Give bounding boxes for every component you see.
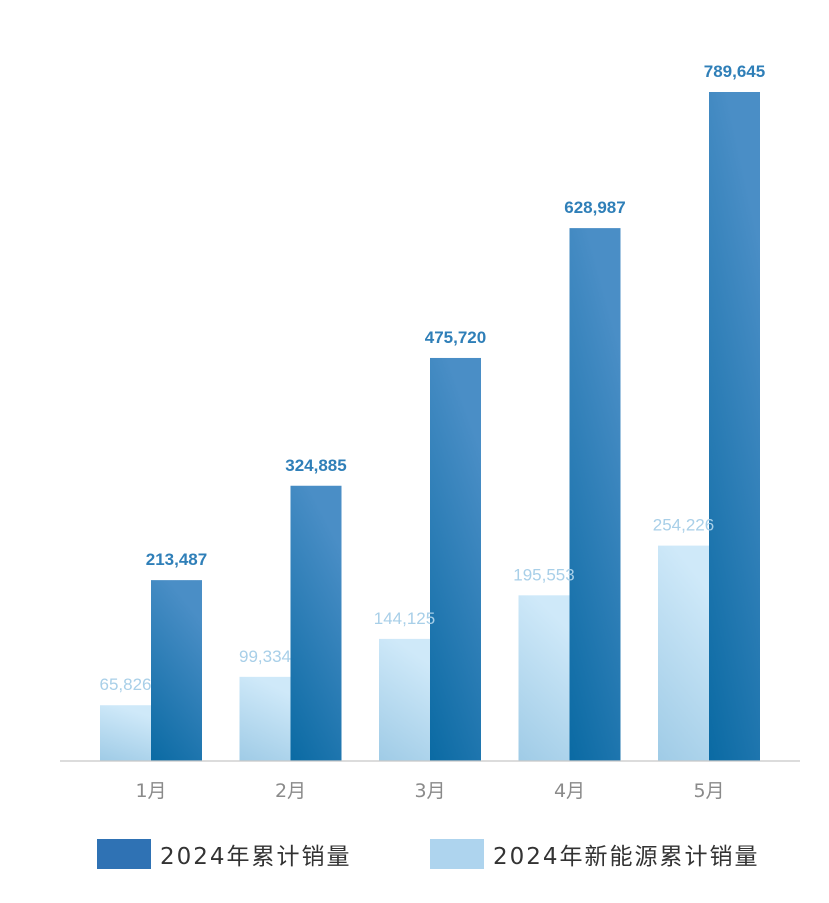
legend-swatch-nev bbox=[430, 839, 484, 869]
legend-swatch-total bbox=[97, 839, 151, 869]
bar-total-5 bbox=[709, 92, 760, 761]
value-label-total-5: 789,645 bbox=[704, 62, 765, 81]
x-tick-labels: 1月 2月 3月 4月 5月 bbox=[135, 780, 724, 802]
value-label-nev-2: 99,334 bbox=[239, 647, 291, 666]
value-label-total-3: 475,720 bbox=[425, 328, 486, 347]
value-label-total-1: 213,487 bbox=[146, 550, 207, 569]
x-tick-label-1: 1月 bbox=[135, 780, 166, 802]
value-label-total-4: 628,987 bbox=[564, 198, 625, 217]
value-labels-layer: 65,826 213,487 99,334 324,885 144,125 475,720… bbox=[100, 62, 766, 694]
bar-nev-2 bbox=[239, 676, 291, 761]
value-label-nev-3: 144,125 bbox=[374, 609, 435, 628]
value-label-nev-5: 254,226 bbox=[653, 516, 714, 535]
legend: 2024年累计销量 2024年新能源累计销量 bbox=[97, 839, 760, 870]
legend-label-nev: 2024年新能源累计销量 bbox=[493, 844, 760, 870]
value-label-nev-1: 65,826 bbox=[100, 675, 152, 694]
bar-nev-5 bbox=[658, 545, 709, 761]
x-tick-label-2: 2月 bbox=[275, 780, 306, 802]
bar-total-4 bbox=[569, 228, 621, 761]
value-label-nev-4: 195,553 bbox=[513, 565, 574, 584]
bar-nev-4 bbox=[518, 595, 570, 761]
bar-nev-1 bbox=[100, 705, 151, 761]
bar-total-1 bbox=[151, 580, 202, 761]
x-tick-label-5: 5月 bbox=[693, 780, 724, 802]
bar-total-2 bbox=[290, 485, 342, 761]
bar-nev-3 bbox=[379, 638, 430, 761]
bar-total-3 bbox=[430, 357, 481, 761]
value-label-total-2: 324,885 bbox=[285, 456, 346, 475]
bars-layer bbox=[100, 92, 760, 761]
legend-label-total: 2024年累计销量 bbox=[160, 844, 352, 870]
x-tick-label-3: 3月 bbox=[414, 780, 445, 802]
x-tick-label-4: 4月 bbox=[554, 780, 585, 802]
